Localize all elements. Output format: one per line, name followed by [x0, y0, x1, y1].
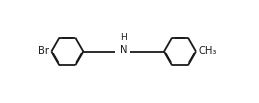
Text: H: H: [121, 33, 127, 42]
Text: Br: Br: [38, 46, 49, 57]
Text: N: N: [120, 45, 128, 56]
Text: CH₃: CH₃: [198, 46, 217, 57]
